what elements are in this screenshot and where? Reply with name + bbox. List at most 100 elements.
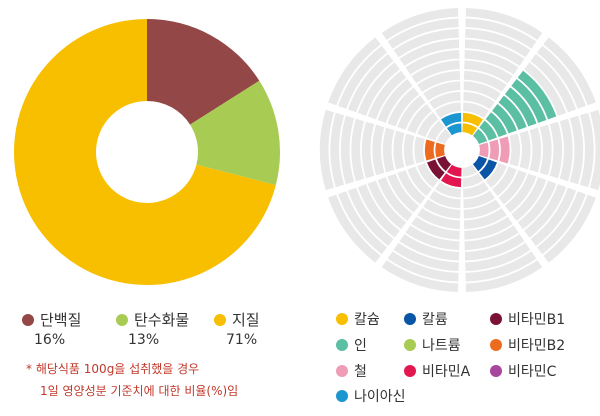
radial-grid-cell bbox=[377, 177, 413, 221]
legend-label: 인 bbox=[354, 338, 367, 354]
legend-label: 탄수화물 bbox=[134, 311, 190, 329]
legend-percent: 71% bbox=[226, 332, 258, 348]
radial-grid-cell bbox=[423, 81, 461, 101]
radial-grid-cell bbox=[465, 28, 531, 58]
radial-grid-cell bbox=[463, 91, 495, 110]
radial-grid-cell bbox=[399, 39, 460, 66]
legend-percent: 16% bbox=[34, 332, 66, 348]
radial-grid-cell bbox=[511, 177, 547, 221]
radial-grid-cell bbox=[393, 28, 459, 58]
radial-grid-cell bbox=[387, 251, 459, 282]
radial-grid-cell bbox=[397, 95, 426, 130]
micronutrient-legend: 칼슘 칼륨 비타민B1 인 나트륨 비타민B2 철 비타민A 비타민C 나이아신 bbox=[336, 309, 596, 409]
footnote-line-2: 1일 영양성분 기준치에 대한 비율(%)임 bbox=[40, 384, 239, 398]
legend-percent: 13% bbox=[128, 332, 160, 348]
legend-label: 칼륨 bbox=[422, 312, 448, 328]
radial-grid-cell bbox=[338, 191, 388, 255]
radial-grid-cell bbox=[462, 164, 478, 177]
radial-bar-segment bbox=[504, 87, 537, 127]
radial-grid-cell bbox=[524, 62, 567, 116]
radial-grid-cell bbox=[338, 45, 388, 109]
radial-bar-segment bbox=[489, 139, 500, 161]
radial-grid-cell bbox=[381, 260, 459, 293]
radial-grid-cell bbox=[377, 79, 413, 123]
radial-grid-cell bbox=[517, 180, 557, 230]
radial-grid-cell bbox=[357, 62, 400, 116]
radial-grid-cell bbox=[465, 260, 543, 293]
legend-label: 나트륨 bbox=[422, 338, 461, 354]
radial-grid-cell bbox=[399, 234, 460, 261]
radial-bar-segment bbox=[499, 136, 510, 164]
radial-grid-cell bbox=[543, 37, 596, 106]
radial-grid-cell bbox=[319, 109, 335, 191]
legend-label: 단백질 bbox=[40, 311, 82, 329]
radial-bar-segment bbox=[479, 142, 489, 158]
legend-swatch bbox=[404, 313, 416, 325]
radial-grid-cell bbox=[465, 251, 537, 282]
radial-grid-cell bbox=[403, 133, 415, 167]
radial-grid-cell bbox=[530, 54, 577, 113]
radial-bar-segment bbox=[435, 142, 445, 158]
legend-swatch bbox=[336, 339, 348, 351]
radial-grid-cell bbox=[351, 118, 365, 182]
radial-grid-cell bbox=[536, 191, 586, 255]
radial-bar-segment bbox=[517, 70, 557, 120]
legend-label: 비타민B2 bbox=[508, 338, 566, 354]
radial-grid-cell bbox=[539, 124, 552, 176]
radial-grid-cell bbox=[543, 194, 596, 263]
radial-bar-segment bbox=[479, 159, 497, 180]
legend-swatch bbox=[490, 339, 502, 351]
donut-slice-1 bbox=[147, 19, 260, 125]
radial-grid-cell bbox=[464, 225, 519, 251]
radial-grid-cell bbox=[589, 109, 600, 191]
radial-grid-cell bbox=[579, 112, 594, 188]
legend-label: 철 bbox=[354, 364, 367, 380]
radial-grid-cell bbox=[429, 91, 461, 110]
radial-grid-cell bbox=[397, 170, 426, 205]
radial-grid-cell bbox=[559, 118, 573, 182]
radial-grid-cell bbox=[463, 182, 489, 198]
radial-bar-segment bbox=[427, 159, 445, 180]
legend-label: 비타민C bbox=[508, 364, 557, 380]
radial-bar-segment bbox=[462, 112, 483, 127]
radial-grid-cell bbox=[411, 60, 460, 84]
legend-swatch bbox=[404, 365, 416, 377]
legend-swatch bbox=[490, 313, 502, 325]
radial-grid-cell bbox=[372, 124, 385, 176]
radial-grid-cell bbox=[464, 39, 525, 66]
radial-grid-cell bbox=[569, 115, 584, 185]
radial-grid-cell bbox=[417, 70, 461, 92]
radial-grid-cell bbox=[393, 242, 459, 272]
radial-bar-segment bbox=[436, 156, 452, 172]
radial-grid-cell bbox=[463, 199, 501, 219]
footnote-line-1: * 해당식품 100g을 섭취했을 경우 bbox=[26, 362, 200, 376]
radial-bar-segment bbox=[472, 156, 488, 172]
radial-grid-cell bbox=[328, 37, 381, 106]
radial-grid-cell bbox=[549, 121, 563, 179]
radial-grid-cell bbox=[463, 208, 507, 230]
radial-grid-cell bbox=[414, 136, 425, 164]
radial-grid-cell bbox=[509, 133, 521, 167]
radial-grid-cell bbox=[393, 130, 405, 170]
radial-bar-segment bbox=[511, 79, 547, 123]
radial-grid-cell bbox=[328, 194, 381, 263]
radial-bar-segment bbox=[479, 120, 497, 141]
radial-grid-cell bbox=[417, 208, 461, 230]
radial-grid-cell bbox=[464, 216, 513, 240]
legend-label: 비타민A bbox=[422, 364, 471, 380]
legend-swatch bbox=[404, 339, 416, 351]
macronutrient-donut-chart bbox=[13, 19, 281, 285]
radial-bar-segment bbox=[424, 139, 435, 161]
radial-grid-cell bbox=[367, 180, 407, 230]
radial-bar-segment bbox=[441, 112, 462, 127]
radial-grid-cell bbox=[381, 7, 459, 40]
radial-grid-cell bbox=[536, 45, 586, 109]
radial-bar-segment bbox=[492, 103, 517, 134]
radial-bar-segment bbox=[472, 128, 488, 144]
radial-grid-cell bbox=[492, 166, 517, 197]
radial-grid-cell bbox=[463, 70, 507, 92]
legend-label: 지질 bbox=[232, 311, 260, 329]
radial-grid-cell bbox=[407, 103, 432, 134]
radial-grid-cell bbox=[465, 242, 531, 272]
radial-grid-cell bbox=[462, 173, 483, 188]
